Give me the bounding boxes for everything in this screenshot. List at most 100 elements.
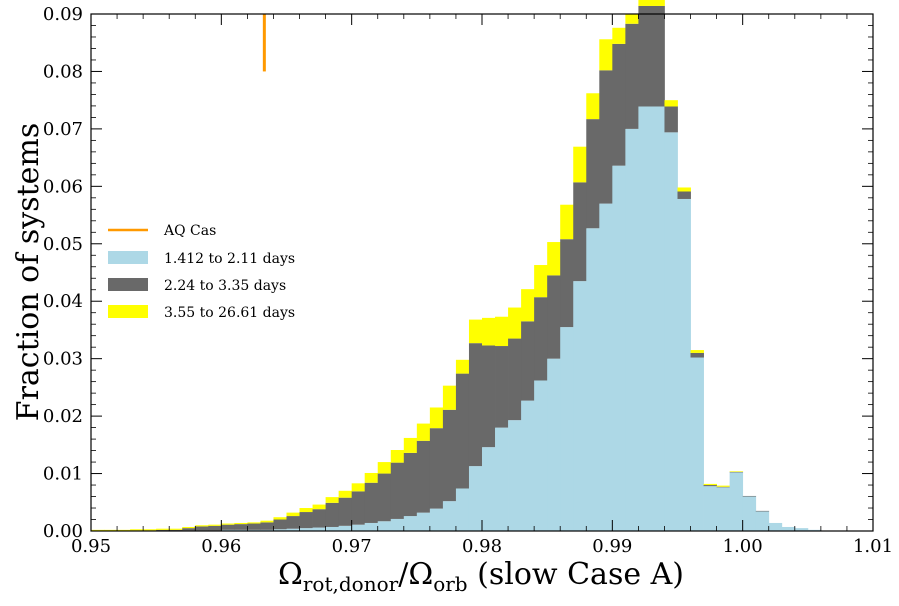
legend-label-aq-cas: AQ Cas xyxy=(163,223,216,239)
bar-series-0-bin-39 xyxy=(599,203,613,531)
y-tick-label: 0.09 xyxy=(43,4,83,25)
bar-series-1-bin-40 xyxy=(612,43,626,166)
bar-series-0-bin-26 xyxy=(429,508,444,531)
bar-series-2-bin-41 xyxy=(625,14,639,24)
bar-series-2-bin-20 xyxy=(351,483,366,492)
bar-series-0-bin-33 xyxy=(521,400,535,531)
bar-series-0-bin-20 xyxy=(351,524,366,531)
bar-series-1-bin-19 xyxy=(338,497,353,526)
bar-series-0-bin-42 xyxy=(638,106,652,532)
bar-series-1-bin-8 xyxy=(195,526,209,531)
bar-series-0-bin-53 xyxy=(781,526,796,531)
bar-series-1-bin-32 xyxy=(508,338,522,421)
bar-series-2-bin-17 xyxy=(312,504,326,510)
bar-series-2-bin-48 xyxy=(716,485,731,487)
bar-series-2-bin-46 xyxy=(690,350,704,353)
bar-series-2-bin-21 xyxy=(364,472,379,483)
x-tick-label: 1.01 xyxy=(853,536,893,557)
y-tick-label: 0.05 xyxy=(43,234,83,255)
bar-series-2-bin-9 xyxy=(208,524,222,526)
bar-series-2-bin-38 xyxy=(586,93,600,120)
bar-series-0-bin-48 xyxy=(716,487,731,531)
bar-series-2-bin-8 xyxy=(195,525,209,527)
x-axis-slash: / xyxy=(398,557,409,592)
legend-swatch-long xyxy=(108,305,148,318)
bar-series-2-bin-49 xyxy=(729,471,744,472)
bar-series-1-bin-16 xyxy=(299,512,313,529)
bar-series-1-bin-34 xyxy=(534,297,548,381)
bar-series-0-bin-54 xyxy=(794,528,809,531)
bar-series-0-bin-32 xyxy=(508,420,522,531)
bar-series-2-bin-6 xyxy=(169,528,183,530)
bar-series-1-bin-50 xyxy=(742,495,757,497)
bar-series-1-bin-12 xyxy=(247,523,261,530)
bar-series-0-bin-25 xyxy=(416,512,431,531)
bar-series-0-bin-31 xyxy=(495,427,509,531)
bar-series-0-bin-40 xyxy=(612,165,626,531)
bar-series-1-bin-35 xyxy=(547,275,561,359)
bar-series-0-bin-45 xyxy=(677,198,691,531)
bar-series-1-bin-14 xyxy=(273,519,287,530)
bar-series-1-bin-25 xyxy=(416,440,431,513)
bar-series-0-bin-18 xyxy=(325,526,340,531)
bar-series-1-bin-23 xyxy=(390,462,405,519)
bar-series-0-bin-50 xyxy=(742,496,757,531)
bar-series-1-bin-41 xyxy=(625,23,639,129)
bar-series-1-bin-9 xyxy=(208,525,222,531)
bar-series-1-bin-42 xyxy=(638,5,652,107)
bar-series-1-bin-27 xyxy=(442,409,457,502)
bar-series-1-bin-46 xyxy=(690,352,704,358)
legend-label-mid: 2.24 to 3.35 days xyxy=(164,278,286,294)
bar-series-0-bin-52 xyxy=(768,522,783,531)
bar-series-2-bin-31 xyxy=(495,316,509,347)
bar-series-0-bin-34 xyxy=(534,380,548,531)
bar-series-0-bin-43 xyxy=(651,106,665,532)
bar-series-0-bin-51 xyxy=(755,511,770,531)
y-axis-title: Fraction of systems xyxy=(11,123,46,422)
x-axis-omega-1: Ω xyxy=(278,557,303,592)
bar-series-2-bin-33 xyxy=(521,289,535,322)
legend-swatch-short xyxy=(108,251,148,264)
bar-series-0-bin-19 xyxy=(338,525,353,531)
legend-swatch-mid xyxy=(108,278,148,291)
y-tick-label: 0.06 xyxy=(43,176,83,197)
bar-series-1-bin-7 xyxy=(182,528,196,531)
x-axis-sub-2: orb xyxy=(433,572,467,596)
bar-series-0-bin-46 xyxy=(690,357,704,531)
y-tick-label: 0.07 xyxy=(43,119,83,140)
bar-series-0-bin-24 xyxy=(403,516,418,531)
bar-series-0-bin-23 xyxy=(390,518,405,531)
x-tick-label: 0.98 xyxy=(462,536,502,557)
legend-label-short: 1.412 to 2.11 days xyxy=(164,251,295,267)
bar-series-0-bin-47 xyxy=(703,486,717,531)
bar-series-2-bin-43 xyxy=(651,0,665,6)
bar-series-2-bin-29 xyxy=(468,319,483,344)
bar-series-0-bin-35 xyxy=(547,358,561,531)
y-tick-label: 0.04 xyxy=(43,291,83,312)
x-axis-suffix: (slow Case A) xyxy=(468,557,684,592)
bar-series-2-bin-14 xyxy=(273,517,287,520)
y-tick-label: 0.08 xyxy=(43,61,83,82)
bar-series-2-bin-32 xyxy=(508,307,522,339)
bar-series-2-bin-40 xyxy=(612,27,626,44)
bar-series-1-bin-45 xyxy=(677,191,691,199)
bar-series-0-bin-44 xyxy=(664,132,678,531)
bar-series-1-bin-11 xyxy=(234,524,248,530)
bar-series-2-bin-37 xyxy=(573,146,587,183)
x-tick-label: 1.00 xyxy=(723,536,763,557)
bar-series-2-bin-42 xyxy=(638,0,652,6)
bar-series-2-bin-35 xyxy=(547,242,561,276)
bar-series-1-bin-13 xyxy=(260,522,274,530)
bar-series-1-bin-21 xyxy=(364,482,379,523)
x-tick-label: 0.95 xyxy=(71,536,111,557)
bar-series-2-bin-10 xyxy=(221,523,235,525)
bar-series-1-bin-37 xyxy=(573,182,587,282)
bar-series-0-bin-41 xyxy=(625,128,639,531)
legend: AQ Cas 1.412 to 2.11 days 2.24 to 3.35 d… xyxy=(108,223,295,321)
y-tick-label: 0.00 xyxy=(43,521,83,542)
bar-series-2-bin-12 xyxy=(247,522,261,524)
bar-series-2-bin-39 xyxy=(599,39,613,71)
bar-series-0-bin-15 xyxy=(286,528,300,531)
bar-series-1-bin-51 xyxy=(755,510,770,512)
bar-series-0-bin-27 xyxy=(442,501,457,531)
